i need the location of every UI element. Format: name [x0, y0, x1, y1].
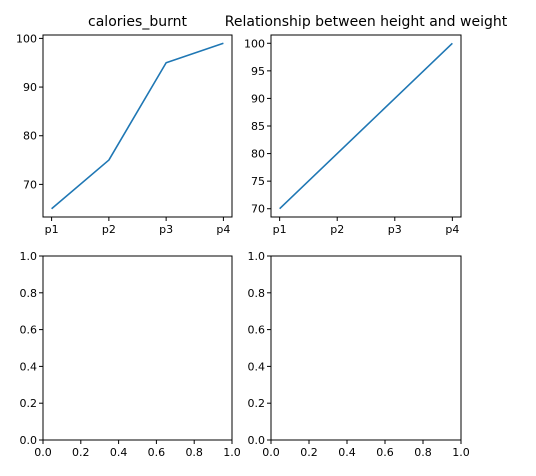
- y-tick-label: 0.2: [20, 397, 38, 410]
- x-tick-label: p4: [445, 223, 459, 236]
- y-tick-label: 0.0: [248, 434, 266, 447]
- y-tick-label: 75: [251, 175, 265, 188]
- plot-frame: [270, 255, 462, 441]
- y-tick-label: 100: [16, 32, 37, 45]
- y-tick-label: 1.0: [248, 250, 266, 263]
- x-tick-label: p2: [330, 223, 344, 236]
- y-tick-label: 0.6: [248, 324, 266, 337]
- y-tick-label: 70: [23, 178, 37, 191]
- series-line-1: [279, 42, 453, 210]
- y-tick-label: 70: [251, 203, 265, 216]
- x-tick-label: 0.0: [34, 446, 52, 459]
- y-tick-label: 100: [244, 37, 265, 50]
- subplot-1: p1 p2 p3 p4 70 80 90 100 calories_burnt: [16, 14, 233, 236]
- x-tick-label: 0.2: [300, 446, 318, 459]
- x-tick-label: 0.8: [414, 446, 432, 459]
- x-tick-label: p3: [159, 223, 173, 236]
- y-tick-label: 95: [251, 65, 265, 78]
- x-tick-label: p1: [273, 223, 287, 236]
- x-tick-label: 0.0: [262, 446, 280, 459]
- y-tick-label: 85: [251, 120, 265, 133]
- y-tick-label: 90: [251, 92, 265, 105]
- y-tick-label: 0.8: [248, 287, 266, 300]
- x-tick-label: 0.6: [148, 446, 166, 459]
- subplot-title: calories_burnt: [88, 14, 187, 30]
- plot-frame: [42, 34, 233, 218]
- x-tick-label: p2: [102, 223, 116, 236]
- subplot-title: Relationship between height and weight: [225, 14, 508, 30]
- subplot-2: p1 p2 p3 p4 70 75 80 85 90 95 100 Relationship betw…: [225, 14, 508, 236]
- y-tick-label: 0.4: [248, 360, 266, 373]
- plot-frame: [42, 255, 233, 441]
- y-tick-label: 80: [23, 130, 37, 143]
- x-tick-label: 0.4: [110, 446, 128, 459]
- y-tick-label: 0.2: [248, 397, 266, 410]
- y-tick-label: 0.4: [20, 360, 38, 373]
- y-tick-label: 90: [23, 81, 37, 94]
- x-tick-label: 1.0: [452, 446, 470, 459]
- subplot-3: 0.0 0.2 0.4 0.6 0.8 1.0 0.0 0.2 0.4 0.6 0.8 1.0: [20, 250, 241, 459]
- x-tick-label: 0.4: [338, 446, 356, 459]
- x-tick-label: 0.8: [185, 446, 203, 459]
- x-tick-label: p4: [216, 223, 230, 236]
- y-tick-label: 80: [251, 148, 265, 161]
- y-tick-label: 0.8: [20, 287, 38, 300]
- x-tick-label: 0.6: [376, 446, 394, 459]
- x-tick-label: 0.2: [72, 446, 90, 459]
- x-tick-label: p1: [45, 223, 59, 236]
- y-tick-label: 1.0: [20, 250, 38, 263]
- x-tick-label: p3: [388, 223, 402, 236]
- series-line-1: [51, 42, 224, 210]
- x-tick-label: 1.0: [223, 446, 241, 459]
- subplot-4: 0.0 0.2 0.4 0.6 0.8 1.0 0.0 0.2 0.4 0.6 0.8 1.0: [248, 250, 470, 459]
- y-tick-label: 0.6: [20, 324, 38, 337]
- y-tick-label: 0.0: [20, 434, 38, 447]
